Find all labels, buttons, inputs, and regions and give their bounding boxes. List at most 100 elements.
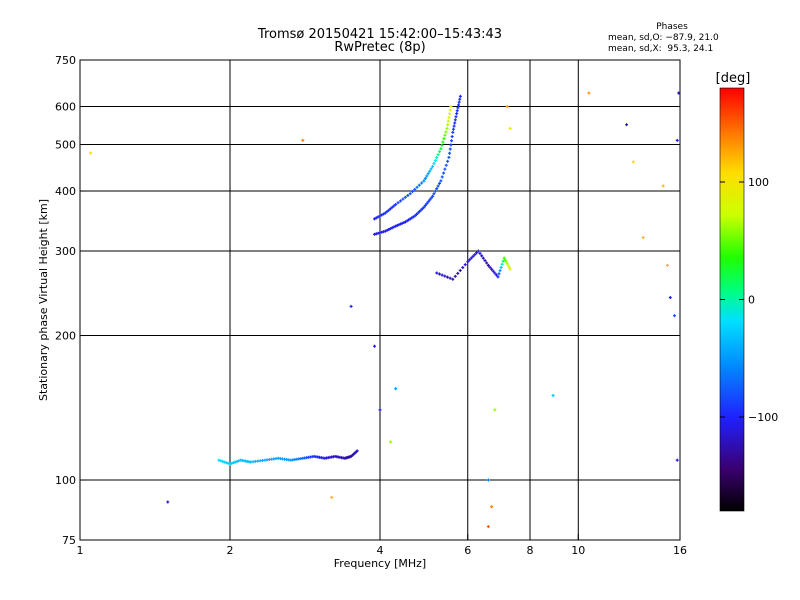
- data-point: [441, 140, 445, 144]
- data-point: [505, 105, 509, 109]
- data-point: [450, 135, 454, 139]
- data-point: [448, 151, 452, 155]
- x-axis-label: Frequency [MHz]: [334, 557, 426, 570]
- data-point: [471, 254, 475, 258]
- data-point: [506, 263, 510, 267]
- data-point: [486, 478, 490, 482]
- data-point: [435, 156, 439, 160]
- data-point: [454, 115, 458, 119]
- data-point: [233, 460, 237, 464]
- data-point: [452, 124, 456, 128]
- x-tick-label: 10: [571, 544, 585, 557]
- data-point: [433, 159, 437, 163]
- data-point: [493, 408, 497, 412]
- data-point: [330, 495, 334, 499]
- data-point: [395, 223, 399, 227]
- data-point: [230, 461, 234, 465]
- y-tick-label: 750: [55, 54, 76, 67]
- data-point: [217, 458, 221, 462]
- data-point: [429, 196, 433, 200]
- data-point: [490, 267, 494, 271]
- data-point: [488, 265, 492, 269]
- phase-stats: Phases mean, sd,O: −87.9, 21.0 mean, sd,…: [600, 22, 800, 55]
- data-point: [451, 277, 455, 281]
- data-point: [436, 153, 440, 157]
- data-point: [392, 225, 396, 229]
- data-point: [458, 97, 462, 101]
- data-point: [448, 112, 452, 116]
- x-axis: 1 2 4 6 8 10 16: [77, 534, 687, 557]
- data-point: [668, 296, 672, 300]
- data-point: [431, 164, 435, 168]
- data-point: [385, 210, 389, 214]
- data-point: [422, 205, 426, 209]
- data-point: [451, 127, 455, 131]
- data-point: [397, 223, 401, 227]
- data-point: [445, 126, 449, 130]
- data-point: [443, 274, 447, 278]
- data-point: [551, 394, 555, 398]
- data-point: [457, 100, 461, 104]
- colorbar-label: [deg]: [716, 71, 751, 86]
- data-point: [661, 184, 665, 188]
- data-point: [453, 118, 457, 122]
- data-point: [491, 269, 495, 273]
- data-point: [446, 123, 450, 127]
- data-point: [432, 192, 436, 196]
- data-point: [625, 123, 629, 127]
- data-point: [89, 151, 93, 155]
- data-point: [374, 216, 378, 220]
- data-point: [508, 267, 512, 271]
- data-point: [499, 265, 503, 269]
- data-point: [411, 190, 415, 194]
- data-point: [420, 181, 424, 185]
- data-point: [641, 236, 645, 240]
- y-axis: 75 100 200 300 400 500 600 750: [55, 54, 86, 547]
- data-point: [431, 194, 435, 198]
- data-point: [413, 187, 417, 191]
- data-point: [440, 175, 444, 179]
- data-point: [446, 119, 450, 123]
- data-point: [631, 160, 635, 164]
- data-point: [483, 259, 487, 263]
- colorbar-ticks: 100 0 −100: [720, 176, 778, 424]
- data-point: [378, 408, 382, 412]
- data-point: [449, 143, 453, 147]
- colorbar-tick-label: 0: [748, 294, 755, 307]
- data-point: [423, 203, 427, 207]
- y-tick-label: 400: [55, 185, 76, 198]
- data-point: [388, 227, 392, 231]
- data-point: [493, 271, 497, 275]
- data-point: [494, 273, 498, 277]
- data-point: [219, 459, 223, 463]
- data-point: [222, 460, 226, 464]
- data-point: [432, 162, 436, 166]
- data-point: [425, 202, 429, 206]
- data-point: [382, 212, 386, 216]
- data-point: [478, 251, 482, 255]
- data-point: [406, 193, 410, 197]
- data-point: [401, 197, 405, 201]
- data-point: [373, 344, 377, 348]
- data-point: [228, 462, 232, 466]
- x-tick-label: 2: [227, 544, 234, 557]
- data-point: [665, 263, 669, 267]
- data-point: [425, 174, 429, 178]
- y-tick-label: 75: [62, 534, 76, 547]
- data-point: [448, 147, 452, 151]
- data-point: [490, 505, 494, 509]
- data-point: [476, 249, 480, 253]
- data-point: [458, 268, 462, 272]
- y-tick-label: 500: [55, 139, 76, 152]
- data-point: [387, 227, 391, 231]
- data-point: [502, 256, 506, 260]
- phase-stats-x: mean, sd,X: 95.3, 24.1: [608, 44, 714, 54]
- data-point: [673, 314, 677, 318]
- data-point: [403, 195, 407, 199]
- data-point: [505, 262, 509, 266]
- data-point: [373, 217, 377, 221]
- data-point: [235, 459, 239, 463]
- data-point: [443, 133, 447, 137]
- data-point: [468, 258, 472, 262]
- chart-subtitle: RwPretec (8p): [334, 40, 426, 55]
